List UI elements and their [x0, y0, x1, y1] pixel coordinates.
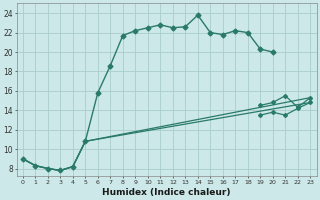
X-axis label: Humidex (Indice chaleur): Humidex (Indice chaleur)	[102, 188, 231, 197]
